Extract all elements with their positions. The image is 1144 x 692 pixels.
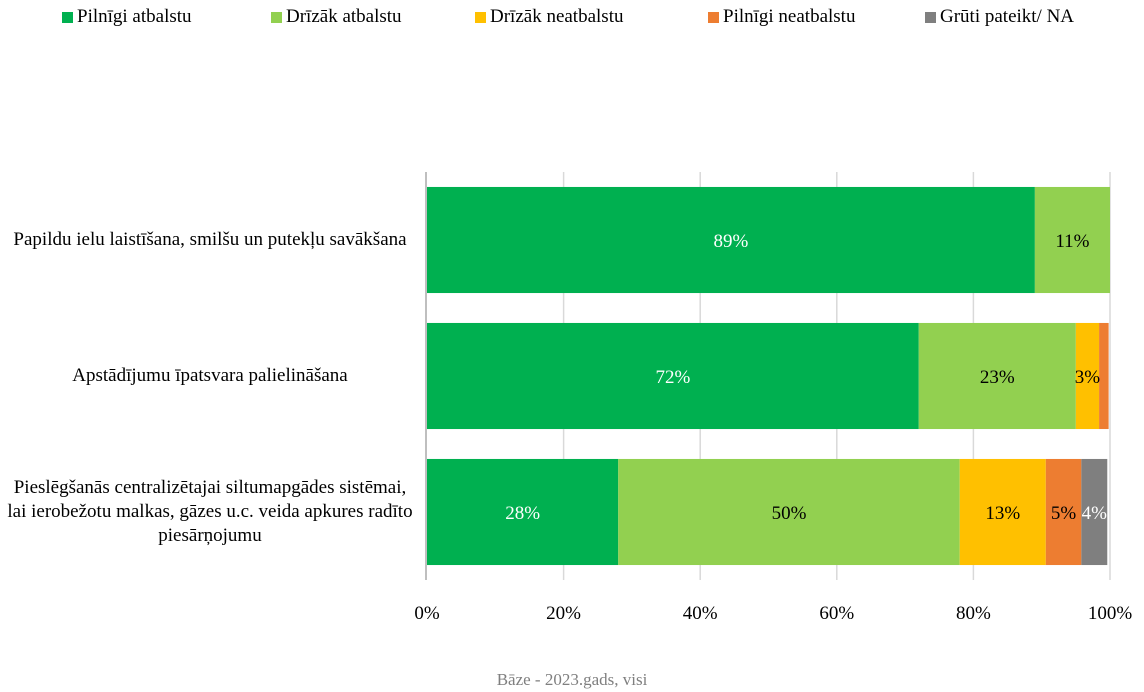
bar-segment (1075, 322, 1100, 430)
data-label: 5% (1051, 503, 1077, 524)
legend-item: Drīzāk atbalstu (271, 6, 402, 28)
legend-label: Drīzāk neatbalstu (490, 6, 624, 27)
x-tick-label: 60% (819, 603, 854, 624)
base-footnote: Bāze - 2023.gads, visi (496, 670, 648, 689)
legend-swatch (475, 11, 486, 23)
legend: Pilnīgi atbalstu Drīzāk atbalstu Drīzāk ne… (0, 6, 1144, 36)
data-label: 28% (505, 503, 540, 524)
x-tick-label: 0% (414, 603, 440, 624)
legend-item: Pilnīgi neatbalstu (708, 6, 855, 28)
legend-label: Pilnīgi atbalstu (77, 6, 192, 27)
data-label: 11% (1055, 231, 1089, 252)
category-label: Papildu ielu laistīšana, smilšu un putek… (13, 229, 407, 250)
x-tick-label: 80% (956, 603, 991, 624)
legend-label: Grūti pateikt/ NA (940, 6, 1075, 27)
data-label: 72% (655, 367, 690, 388)
bar-segment (1045, 458, 1082, 566)
legend-item: Drīzāk neatbalstu (475, 6, 623, 28)
x-tick-label: 100% (1088, 603, 1133, 624)
category-label: Pieslēgšanās centralizētajai siltumapgād… (7, 477, 413, 546)
category-label: Apstādījumu īpatsvara palielināšana (72, 365, 348, 386)
x-tick-label: 40% (683, 603, 718, 624)
bar-segment (427, 322, 919, 430)
data-label: 4% (1082, 503, 1108, 524)
data-label: 23% (980, 367, 1015, 388)
legend-item: Pilnīgi atbalstu (62, 6, 192, 28)
bar-segment (918, 322, 1076, 430)
x-tick-label: 20% (546, 603, 581, 624)
data-label: 50% (772, 503, 807, 524)
data-label: 3% (1075, 367, 1101, 388)
bar-segment (1034, 186, 1110, 294)
bar-segment (618, 458, 960, 566)
legend-label: Drīzāk atbalstu (286, 6, 402, 27)
data-label: 13% (985, 503, 1020, 524)
legend-item: Grūti pateikt/ NA (925, 6, 1074, 28)
legend-swatch (271, 11, 282, 23)
bar-labels: 89% 11% 72% 23% 3% 28% 50% 13% 5% 4% (505, 231, 1107, 524)
legend-swatch (925, 11, 936, 23)
bar-segment (1099, 322, 1109, 430)
bar-segment (1081, 458, 1108, 566)
x-tick-labels: 0% 20% 40% 60% 80% 100% (414, 603, 1132, 624)
data-label: 89% (714, 231, 749, 252)
bar-segment (427, 186, 1035, 294)
bar-segment (427, 458, 619, 566)
legend-swatch (708, 11, 719, 23)
legend-swatch (62, 11, 73, 23)
bar-segment (959, 458, 1046, 566)
bars (427, 186, 1110, 566)
legend-label: Pilnīgi neatbalstu (723, 6, 856, 27)
